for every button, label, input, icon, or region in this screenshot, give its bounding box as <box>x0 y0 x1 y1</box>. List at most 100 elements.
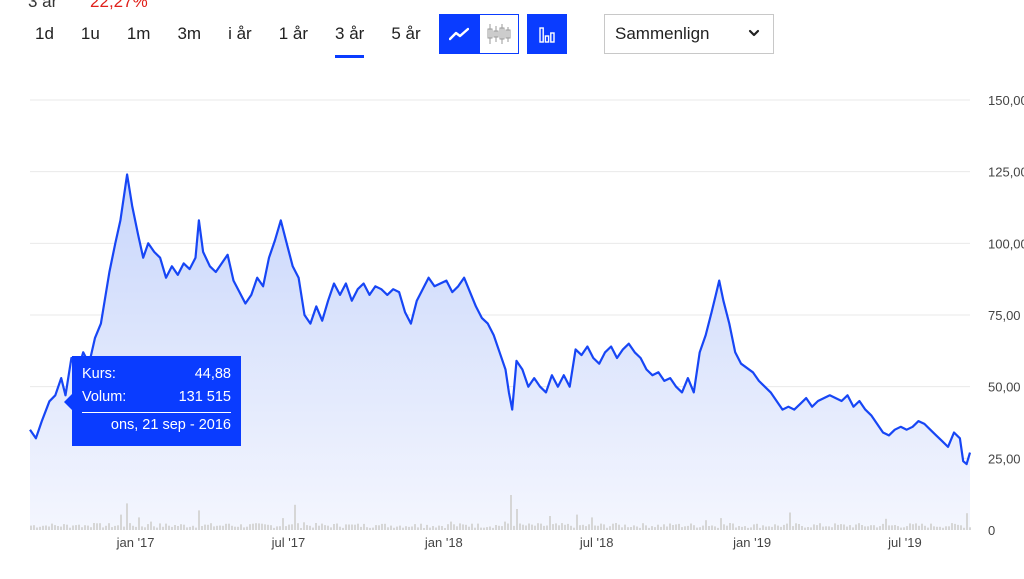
volume-bar <box>240 524 242 530</box>
volume-bar <box>885 518 887 530</box>
volume-bar <box>789 512 791 530</box>
volume-bar <box>222 525 224 530</box>
volume-bar <box>660 526 662 530</box>
volume-toggle-button[interactable] <box>527 14 567 54</box>
volume-bar <box>753 524 755 530</box>
volume-bar <box>786 523 788 530</box>
line-chart-button[interactable] <box>439 14 479 54</box>
period-1m[interactable]: 1m <box>126 24 151 43</box>
volume-bar <box>66 524 68 530</box>
volume-bar <box>252 523 254 530</box>
volume-bar <box>198 510 200 530</box>
volume-bar <box>843 524 845 530</box>
volume-bar <box>921 523 923 530</box>
volume-bar <box>609 526 611 530</box>
tooltip-divider <box>82 412 231 413</box>
volume-bar <box>312 527 314 530</box>
volume-bar <box>411 526 413 530</box>
volume-bar <box>741 526 743 530</box>
volume-bar <box>819 523 821 530</box>
volume-bar <box>483 527 485 530</box>
volume-bar <box>300 528 302 530</box>
volume-bar <box>795 523 797 530</box>
volume-bar <box>744 526 746 530</box>
volume-bar <box>156 527 158 530</box>
volume-bar <box>249 524 251 530</box>
period-1u[interactable]: 1u <box>80 24 100 43</box>
volume-bar <box>771 526 773 530</box>
volume-bar <box>465 524 467 530</box>
tooltip-price-label: Kurs: <box>82 366 116 382</box>
period-5y[interactable]: 5 år <box>391 24 421 43</box>
compare-dropdown[interactable]: Sammenlign <box>604 14 774 54</box>
volume-bar <box>363 523 365 530</box>
volume-bar <box>849 525 851 530</box>
volume-bar <box>414 524 416 530</box>
volume-bar <box>354 524 356 530</box>
volume-bar <box>888 525 890 530</box>
volume-bar <box>153 526 155 530</box>
volume-bar <box>54 525 56 530</box>
volume-bar <box>750 527 752 530</box>
price-line <box>29 173 972 466</box>
volume-bar <box>717 527 719 530</box>
candlestick-button[interactable] <box>479 14 519 54</box>
volume-bar <box>234 526 236 530</box>
period-1d[interactable]: 1d <box>35 24 54 43</box>
x-tick-label: jan '19 <box>732 535 771 550</box>
volume-bar <box>135 526 137 530</box>
volume-bar <box>111 527 113 530</box>
volume-bar <box>345 524 347 530</box>
volume-bar <box>471 523 473 530</box>
tooltip-volume-value: 131 515 <box>178 389 231 405</box>
x-tick-label: jul '18 <box>579 535 614 550</box>
line-chart-icon <box>449 27 469 41</box>
period-ytd[interactable]: i år <box>228 24 252 43</box>
period-3m[interactable]: 3m <box>177 24 202 43</box>
volume-bar <box>279 526 281 530</box>
volume-bar <box>297 523 299 530</box>
volume-bar <box>498 525 500 530</box>
volume-bar <box>219 525 221 530</box>
tooltip-volume-label: Volum: <box>82 389 127 405</box>
volume-bar <box>768 526 770 530</box>
y-tick-label: 25,00 <box>988 451 1021 466</box>
volume-bar <box>162 526 164 530</box>
volume-bar <box>801 526 803 530</box>
volume-bar <box>873 525 875 530</box>
volume-bar <box>315 523 317 530</box>
volume-bar <box>681 527 683 530</box>
y-tick-label: 0 <box>988 523 995 538</box>
volume-bar <box>432 526 434 530</box>
volume-bar <box>288 524 290 530</box>
volume-bar <box>696 527 698 530</box>
volume-bar <box>627 527 629 530</box>
candlestick-icon <box>487 24 511 44</box>
period-1y[interactable]: 1 år <box>278 24 309 43</box>
volume-bar <box>834 523 836 530</box>
volume-bar <box>594 525 596 530</box>
x-tick-label: jan '17 <box>116 535 155 550</box>
volume-bar <box>915 523 917 530</box>
volume-bar <box>294 504 296 530</box>
volume-bar <box>420 523 422 530</box>
volume-bar <box>114 525 116 530</box>
volume-bar <box>459 523 461 530</box>
volume-bar <box>39 526 41 530</box>
volume-bar <box>339 526 341 530</box>
volume-bar <box>276 526 278 530</box>
volume-bar <box>951 523 953 530</box>
volume-bar <box>675 524 677 530</box>
volume-bar <box>456 526 458 530</box>
volume-bar <box>435 527 437 530</box>
volume-bar <box>48 526 50 530</box>
volume-bar <box>36 527 38 530</box>
volume-bar <box>549 516 551 530</box>
period-3y[interactable]: 3 år <box>328 22 371 58</box>
volume-bar <box>846 526 848 530</box>
volume-bar <box>630 527 632 530</box>
volume-bar <box>405 526 407 530</box>
volume-bar <box>138 517 140 530</box>
volume-bar <box>924 525 926 530</box>
